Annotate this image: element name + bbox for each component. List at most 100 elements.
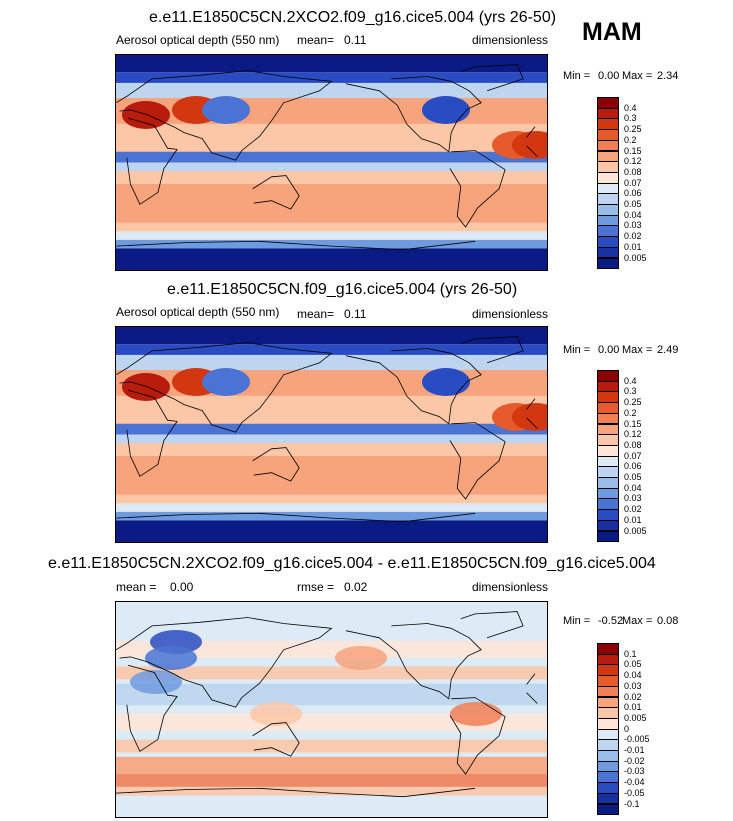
colorbar-tick-label: 0.15 — [624, 418, 642, 429]
coastline — [345, 623, 482, 700]
colorbar-tick-label: 0.2 — [624, 134, 637, 145]
coastline — [252, 447, 300, 482]
coastline — [449, 422, 506, 500]
panel3-rmse-label: rmse = — [297, 580, 335, 594]
panel1-min-value: 0.00 — [598, 70, 620, 82]
panel3-min-label: Min = — [563, 615, 591, 627]
colorbar-tick-label: 0.07 — [624, 177, 642, 188]
colorbar-tick-label: 0.4 — [624, 375, 637, 386]
panel2-variable-label: Aerosol optical depth (550 nm) — [116, 305, 280, 319]
colorbar-tick-label: 0.3 — [624, 113, 637, 124]
colorbar-tick-label: 0.01 — [624, 241, 642, 252]
panel3-mean-value: 0.00 — [170, 580, 194, 594]
panel3-units: dimensionless — [472, 580, 549, 594]
panel3-map — [115, 601, 548, 818]
coastline — [116, 240, 476, 251]
colorbar-tick-label: 0.3 — [624, 386, 637, 397]
colorbar-tick-label: 0.05 — [624, 659, 642, 670]
colorbar-tick-label: 0.07 — [624, 450, 642, 461]
colorbar-tick-label: 0.02 — [624, 691, 642, 702]
colorbar-tick-label: 0.05 — [624, 472, 642, 482]
panel3-rmse-value: 0.02 — [344, 580, 368, 594]
map-field — [116, 602, 547, 817]
panel2-min-label: Min = — [563, 344, 591, 356]
panel1-min-label: Min = — [563, 70, 591, 82]
colorbar-tick-label: 0.03 — [624, 680, 642, 691]
panel1-units: dimensionless — [472, 33, 549, 47]
panel2-colorbar: 0.4 0.3 0.25 0.2 0.15 0.12 0.08 0.07 0.06 0.05 0.0… — [597, 370, 657, 543]
coastline — [460, 611, 524, 639]
colorbar-tick-label: 0.08 — [624, 439, 642, 450]
panel2-max-value: 2.49 — [657, 344, 679, 356]
colorbar-tick-label: 0.03 — [624, 220, 642, 231]
colorbar-tick-label: 0.02 — [624, 504, 642, 515]
panel2-min-value: 0.00 — [598, 344, 620, 356]
map-field — [116, 327, 547, 542]
panel3-min-value: -0.52 — [598, 615, 624, 627]
colorbar-tick-label: 0.04 — [624, 670, 642, 681]
colorbar-tick-label: 0.06 — [624, 461, 642, 472]
colorbar-tick-label: 0.12 — [624, 429, 642, 440]
colorbar-tick-label: 0.25 — [624, 397, 642, 408]
panel3-mean-label: mean = — [116, 580, 157, 594]
panel3-colorbar: 0.1 0.05 0.04 0.03 0.02 0.01 0.005 0 -0.005 -0.01… — [597, 643, 657, 816]
panel1-mean-label: mean= — [297, 33, 335, 47]
colorbar-tick-label: -0.01 — [624, 745, 645, 755]
colorbar-tick-label: -0.03 — [624, 766, 645, 777]
colorbar-tick-label: 0.25 — [624, 124, 642, 135]
coastline — [449, 697, 506, 775]
coastline — [460, 336, 524, 364]
colorbar-tick-label: 0.03 — [624, 493, 642, 504]
colorbar-tick-label: 0.4 — [624, 102, 637, 113]
colorbar-tick-label: 0.12 — [624, 156, 642, 167]
colorbar-tick-label: 0.2 — [624, 407, 637, 418]
colorbar-swatch — [597, 803, 619, 816]
coastline — [252, 175, 300, 210]
colorbar-tick-label: 0.005 — [624, 525, 647, 536]
colorbar-tick-label: -0.02 — [624, 755, 645, 766]
colorbar-tick-label: 0.01 — [624, 514, 642, 525]
colorbar-tick-label: -0.005 — [624, 734, 650, 745]
panel1-colorbar: 0.4 0.3 0.25 0.2 0.15 0.12 0.08 0.07 0.06 0.05 0.0… — [597, 97, 657, 270]
panel1-max-label: Max = — [622, 70, 653, 82]
coastline — [116, 70, 333, 161]
panel3-title: e.e11.E1850C5CN.2XCO2.f09_g16.cice5.004 … — [48, 555, 656, 572]
colorbar-swatch — [597, 530, 619, 543]
panel1-map — [115, 54, 548, 271]
coastline — [449, 150, 506, 228]
season-label: MAM — [582, 18, 642, 46]
panel3-max-label: Max = — [622, 615, 653, 627]
coastline — [126, 389, 538, 477]
colorbar-tick-label: 0.04 — [624, 482, 642, 493]
colorbar-tick-label: 0.04 — [624, 209, 642, 220]
colorbar-swatch — [597, 257, 619, 270]
colorbar-tick-label: 0.08 — [624, 166, 642, 177]
colorbar-tick-label: 0.1 — [624, 648, 637, 659]
coastline — [345, 348, 482, 425]
colorbar-tick-label: -0.1 — [624, 798, 640, 809]
colorbar-tick-label: -0.04 — [624, 777, 645, 788]
colorbar-tick-label: -0.05 — [624, 787, 645, 798]
panel2-mean-label: mean= — [297, 307, 335, 321]
panel2-units: dimensionless — [472, 307, 549, 321]
panel1-mean-value: 0.11 — [344, 33, 367, 47]
coastline — [116, 617, 333, 708]
colorbar-tick-label: 0.15 — [624, 145, 642, 156]
panel2-mean-value: 0.11 — [344, 307, 367, 321]
colorbar-tick-label: 0 — [624, 723, 630, 734]
colorbar-tick-label: 0.005 — [624, 252, 647, 263]
colorbar-tick-label: 0.02 — [624, 231, 642, 242]
colorbar-tick-label: 0.06 — [624, 188, 642, 199]
coastline — [126, 117, 538, 205]
colorbar-tick-label: 0.005 — [624, 712, 647, 723]
coastline — [116, 512, 476, 523]
panel3-max-value: 0.08 — [657, 615, 679, 627]
colorbar-tick-label: 0.01 — [624, 702, 642, 713]
panel2-title: e.e11.E1850C5CN.f09_g16.cice5.004 (yrs 2… — [167, 281, 518, 298]
coastline — [252, 722, 300, 757]
colorbar-tick-label: 0.05 — [624, 199, 642, 209]
panel2-max-label: Max = — [622, 344, 653, 356]
panel1-title: e.e11.E1850C5CN.2XCO2.f09_g16.cice5.004 … — [149, 9, 557, 26]
coastline — [116, 787, 476, 798]
coastline — [460, 64, 524, 92]
